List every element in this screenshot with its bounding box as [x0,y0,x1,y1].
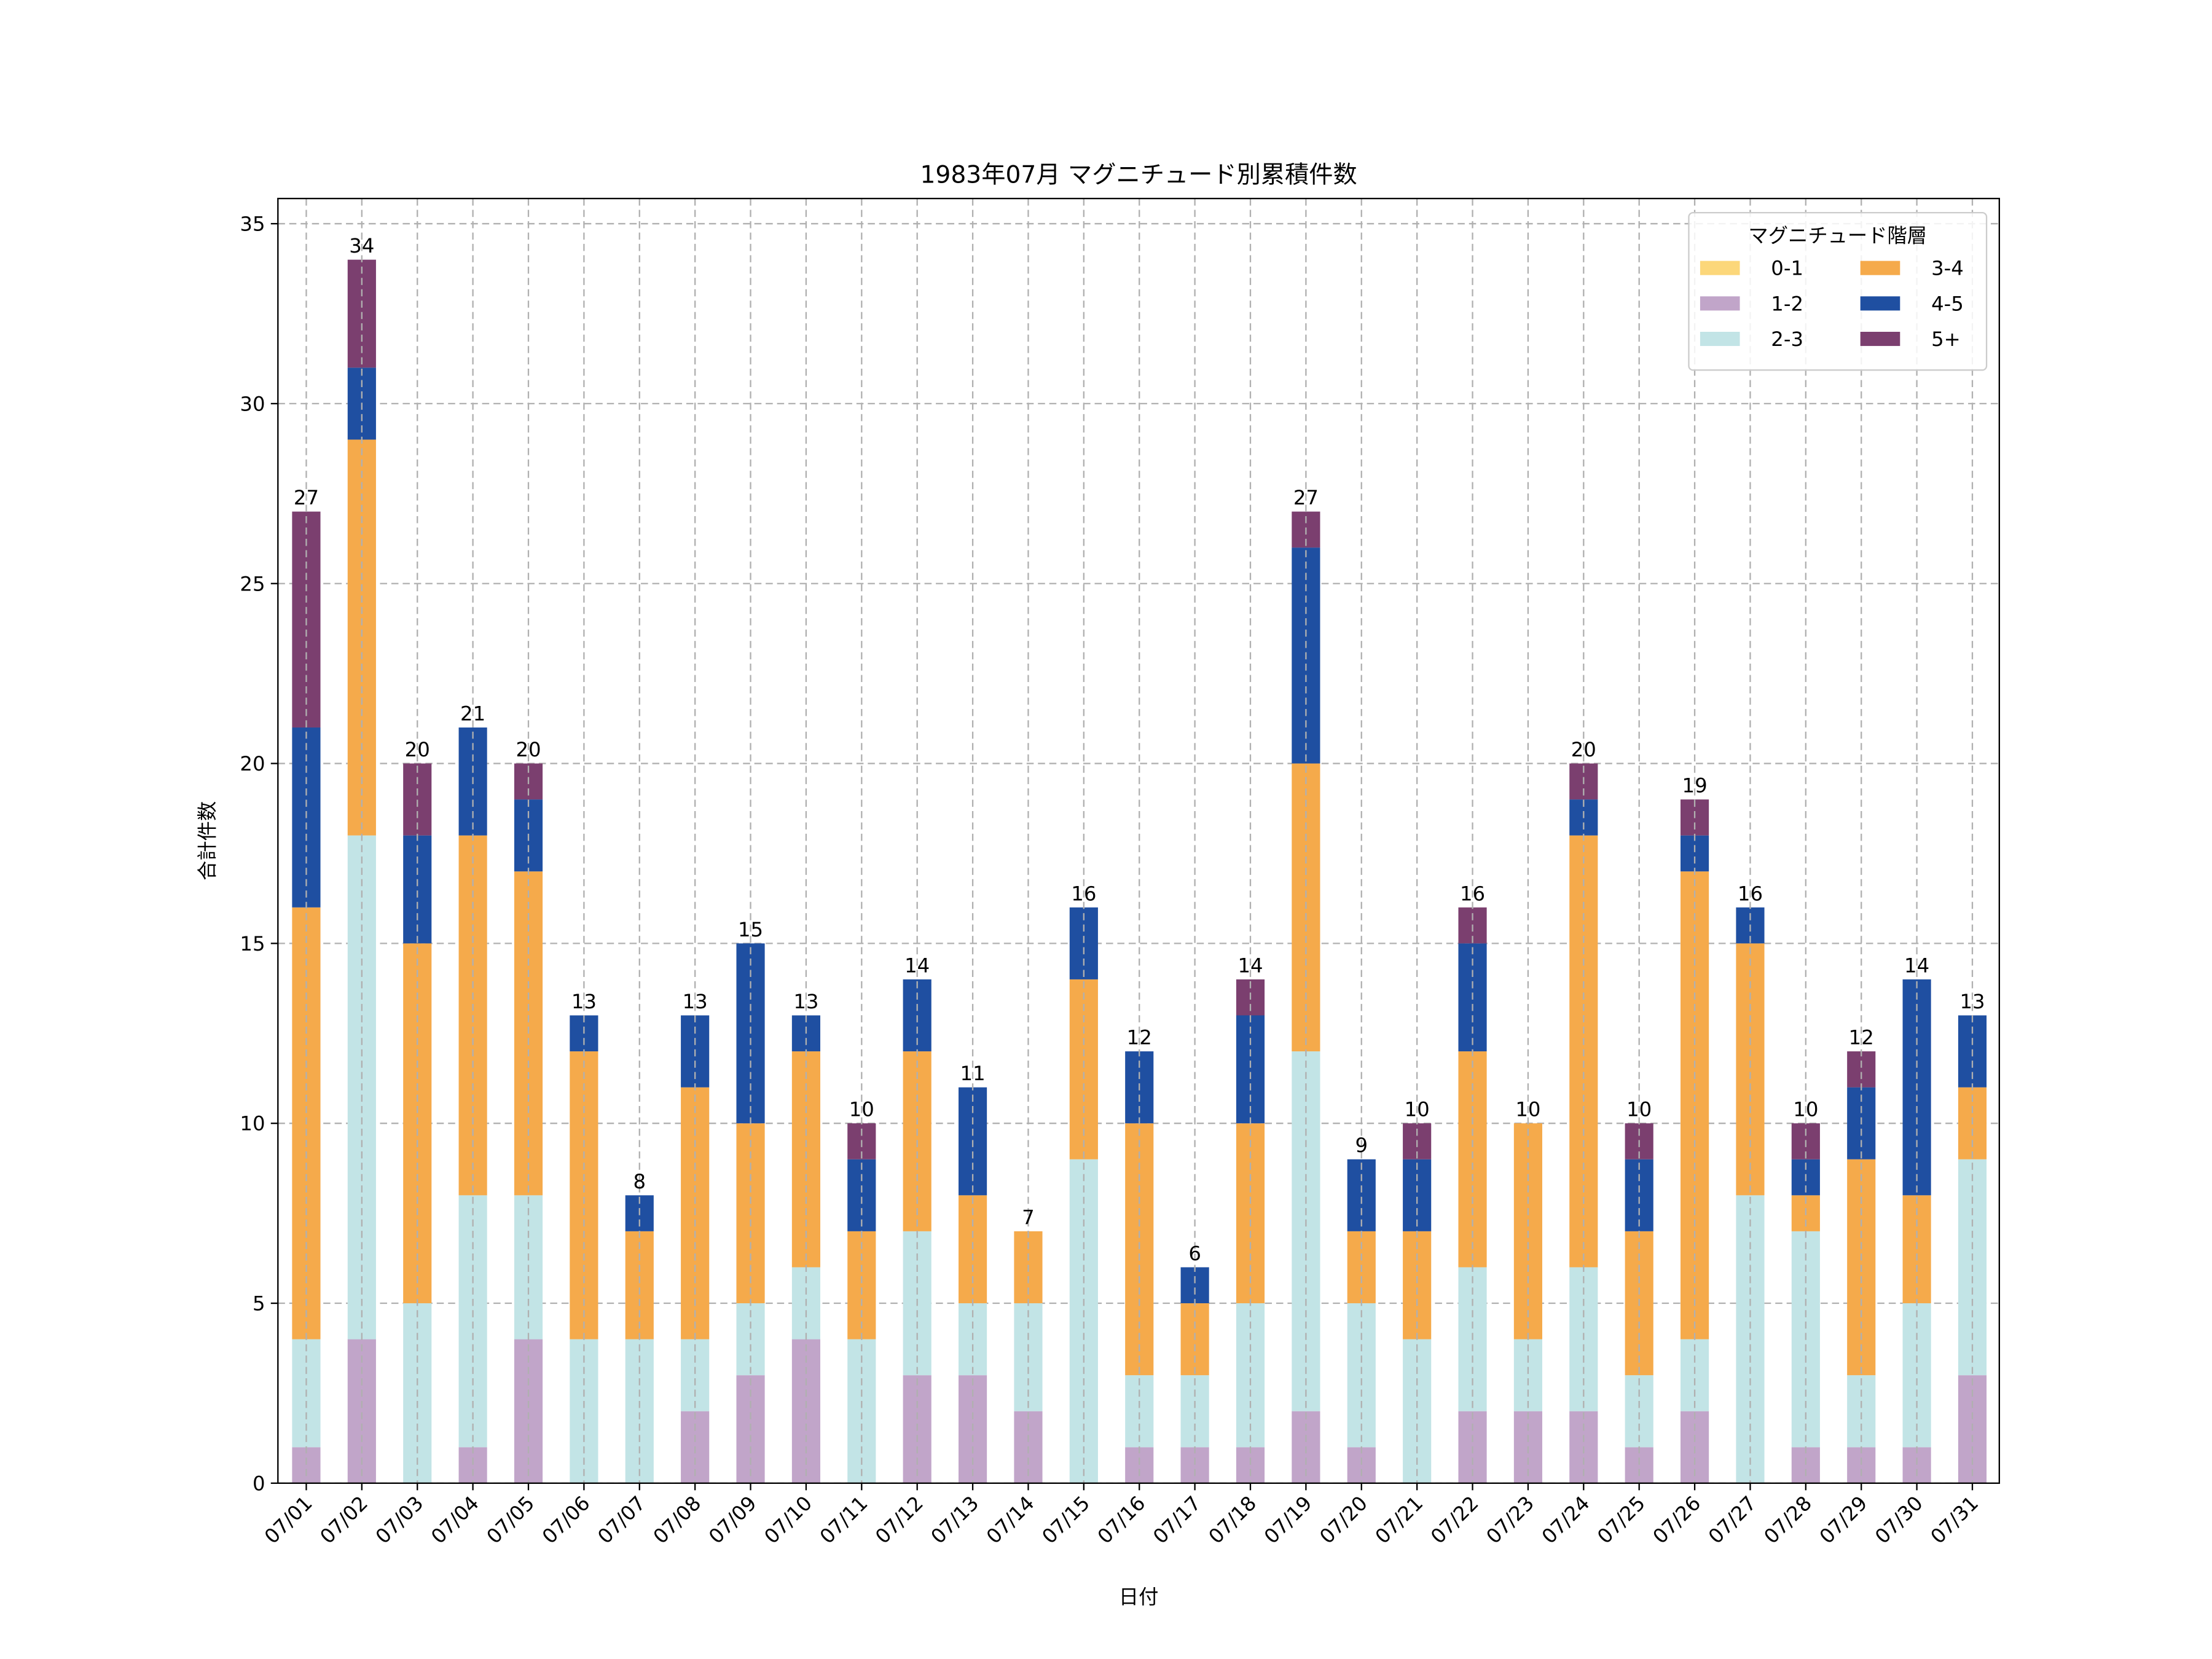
total-label: 20 [516,738,541,761]
total-label: 20 [1571,738,1596,761]
legend-swatch-5+ [1860,332,1900,347]
bar-segment-5+ [1847,1051,1876,1088]
total-label: 16 [1460,882,1485,905]
legend-label: 0-1 [1771,257,1803,280]
total-label: 6 [1188,1242,1201,1265]
legend-label: 2-3 [1771,327,1803,351]
y-tick-label: 15 [240,932,265,955]
total-label: 27 [294,486,319,509]
total-label: 13 [793,990,818,1013]
total-label: 12 [1127,1026,1152,1049]
bar-segment-4-5 [847,1159,876,1231]
total-label: 16 [1738,882,1763,905]
bar-segment-4-5 [1403,1159,1432,1231]
chart-title: 1983年07月 マグニチュード別累積件数 [920,162,1357,189]
total-label: 10 [849,1098,874,1121]
legend-label: 5+ [1931,327,1961,351]
total-label: 10 [1405,1098,1430,1121]
legend-swatch-1-2 [1700,296,1740,311]
total-label: 20 [405,738,430,761]
bar-segment-2-3 [1069,1159,1098,1483]
legend-label: 1-2 [1771,292,1803,315]
total-label: 10 [1626,1098,1652,1121]
y-tick-label: 25 [240,572,265,595]
legend-swatch-2-3 [1700,332,1740,347]
bar-segment-3-4 [847,1231,876,1339]
total-label: 34 [349,234,374,257]
legend-label: 4-5 [1931,292,1964,315]
bar-segment-4-5 [1347,1159,1376,1231]
total-label: 11 [960,1062,986,1085]
legend-title: マグニチュード階層 [1748,224,1927,248]
y-tick-label: 5 [253,1292,265,1316]
legend-swatch-3-4 [1860,261,1900,275]
total-label: 21 [460,702,485,725]
total-label: 19 [1682,774,1708,798]
y-tick-label: 30 [240,392,265,415]
total-label: 27 [1293,486,1319,509]
y-tick-label: 20 [240,752,265,775]
legend-box [1688,211,1988,371]
y-tick-label: 10 [240,1112,265,1135]
y-axis: 0 5 10 15 20 25 30 35 [240,213,278,1495]
total-label: 14 [1237,954,1263,977]
legend-swatch-4-5 [1860,296,1900,311]
total-label: 10 [1793,1098,1818,1121]
bar-segment-3-4 [1403,1231,1432,1339]
total-label: 16 [1071,882,1096,905]
y-axis-label: 合計件数 [195,801,219,880]
total-label: 13 [1959,990,1985,1013]
total-label: 12 [1849,1026,1874,1049]
total-label: 8 [633,1170,646,1193]
legend-label: 3-4 [1931,257,1964,280]
total-label: 14 [904,954,930,977]
y-tick-label: 35 [240,213,265,236]
bar-segment-3-4 [570,1051,598,1339]
data-labels: 27 34 20 21 20 13 8 13 15 13 10 14 11 7 16 12 6 14 27 9 10 16… [294,198,1985,1483]
total-label: 13 [683,990,708,1013]
total-label: 15 [738,918,763,941]
legend: マグニチュード階層 0-1 1-2 2-3 3-4 4-5 5+ [1688,211,1988,371]
x-axis-label: 日付 [1119,1585,1159,1609]
total-label: 14 [1904,954,1929,977]
legend-swatch-0-1 [1700,261,1740,275]
y-tick-label: 0 [253,1472,265,1495]
bar-segment-4-5 [1180,1267,1209,1304]
bar-segment-4-5 [1681,835,1709,872]
total-label: 10 [1515,1098,1540,1121]
bar-segment-4-5 [1625,1159,1653,1231]
total-label: 13 [571,990,597,1013]
total-label: 7 [1022,1206,1035,1229]
bar-segment-3-4 [625,1231,654,1339]
total-label: 9 [1355,1134,1368,1157]
